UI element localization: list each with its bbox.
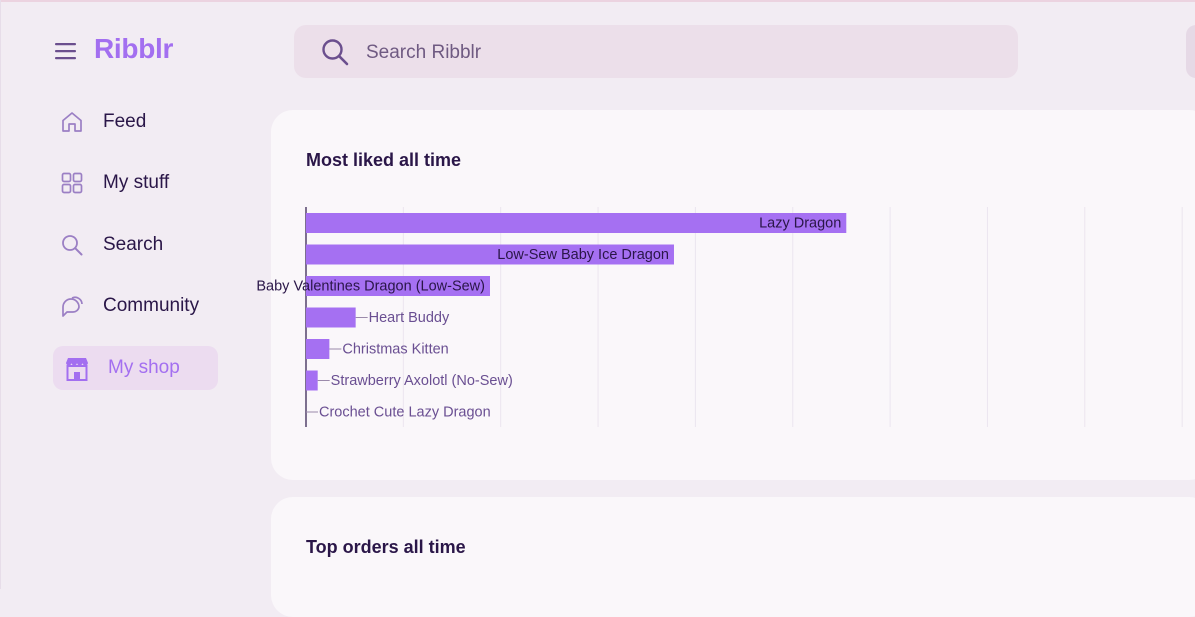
bar-label: Low-Sew Baby Ice Dragon [497,247,669,263]
bar-label: Lazy Dragon [759,216,841,232]
most-liked-chart: Lazy Dragon Low-Sew Baby Ice Dragon Baby V… [256,207,1183,427]
bar [306,244,674,265]
top-border [0,0,1195,2]
search-icon [320,37,350,67]
bar [306,213,847,233]
hamburger-menu-icon[interactable] [53,40,79,62]
left-border [0,0,1,589]
grid-icon [60,171,84,195]
sidebar-item-label: Community [103,295,200,316]
search-bar[interactable] [294,25,1018,80]
sidebar-item-my-shop[interactable]: My shop [53,346,218,390]
bar [306,370,318,391]
brand-logo[interactable]: Ribblr [94,33,174,64]
sidebar-item-label: My shop [108,357,180,378]
card-title: Most liked all time [306,150,462,170]
bar-label: Crochet Cute Lazy Dragon [319,405,491,421]
header-action-button[interactable] [1186,25,1195,78]
bar [306,276,490,296]
sidebar-item-feed[interactable]: Feed [53,100,218,144]
chat-bubbles-icon [60,294,84,318]
bar [306,307,356,328]
sidebar-item-my-stuff[interactable]: My stuff [53,161,218,205]
sidebar-item-label: My stuff [103,172,170,193]
search-input[interactable] [364,25,998,80]
home-icon [60,110,84,134]
bar-label: Christmas Kitten [342,342,448,358]
bar-label: Heart Buddy [369,310,450,326]
bar-label: Strawberry Axolotl (No-Sew) [331,373,513,389]
sidebar-item-label: Search [103,234,164,255]
card-title: Top orders all time [306,537,466,557]
search-icon [60,233,84,257]
shop-icon [64,356,88,381]
bar [306,339,330,359]
bar-label: Baby Valentines Dragon (Low-Sew) [256,279,485,295]
sidebar-item-label: Feed [103,111,147,132]
sidebar-item-community[interactable]: Community [53,284,218,328]
sidebar-item-search[interactable]: Search [53,223,218,267]
